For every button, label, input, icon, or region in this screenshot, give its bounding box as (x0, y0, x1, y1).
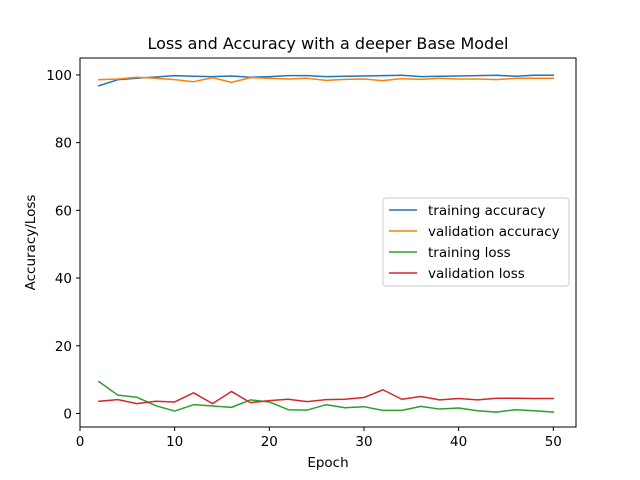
legend-box (382, 197, 570, 287)
x-tick-label: 50 (545, 434, 562, 450)
y-tick-label: 80 (55, 136, 72, 152)
legend-label: validation loss (428, 266, 525, 282)
y-tick-label: 100 (46, 68, 72, 84)
series-line-2 (98, 76, 555, 84)
x-tick-label: 0 (76, 434, 85, 450)
y-tick-label: 40 (55, 271, 72, 287)
series-line-3 (97, 380, 555, 413)
y-axis-label: Accuracy/Loss (23, 195, 39, 291)
y-tick-label: 60 (55, 203, 72, 219)
series-line-4 (98, 389, 555, 405)
x-tick-label: 10 (166, 434, 183, 450)
y-tick-label: 20 (55, 339, 72, 355)
series-line-1 (97, 74, 555, 87)
x-tick-label: 40 (450, 434, 467, 450)
x-axis: 0 10 20 30 40 50 (76, 427, 562, 450)
legend-label: training accuracy (428, 203, 546, 219)
y-tick-label: 0 (63, 406, 72, 422)
legend: training accuracy validation accuracy trai… (382, 197, 570, 287)
x-axis-label: Epoch (307, 455, 348, 471)
plot-frame (79, 57, 577, 428)
chart-title: Loss and Accuracy with a deeper Base Mod… (147, 34, 508, 53)
x-tick-label: 30 (355, 434, 372, 450)
legend-label: validation accuracy (428, 224, 560, 240)
legend-label: training loss (428, 245, 511, 261)
x-tick-label: 20 (261, 434, 278, 450)
series-layer (97, 74, 555, 413)
y-axis: 0 20 40 60 80 100 (46, 68, 80, 422)
